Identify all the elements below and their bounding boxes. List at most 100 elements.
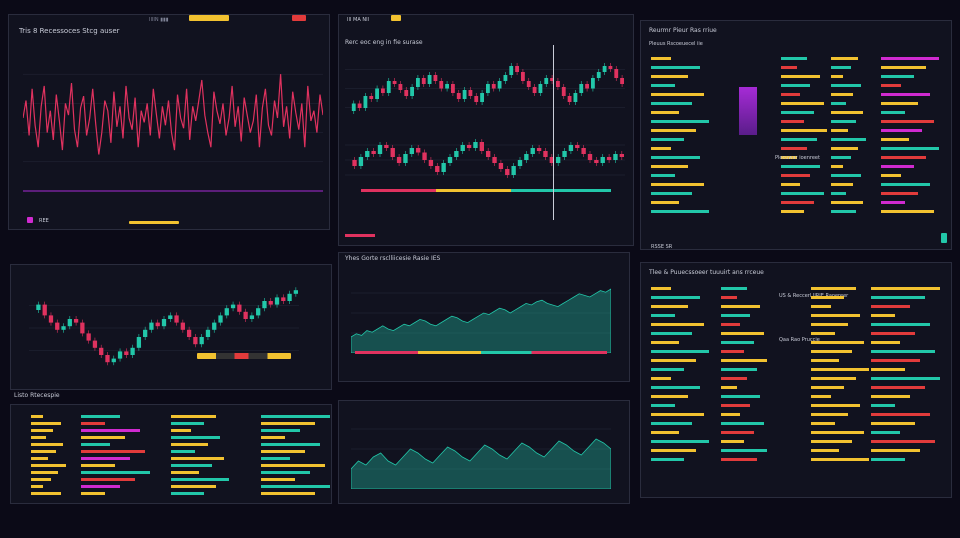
- controls-yellow[interactable]: [197, 353, 291, 359]
- crosshair[interactable]: [553, 45, 554, 220]
- row-cell: [31, 415, 43, 418]
- candle: [174, 315, 179, 323]
- row-cell: [871, 386, 925, 389]
- candle: [237, 304, 242, 312]
- candle: [441, 163, 446, 172]
- row-cell: [781, 165, 821, 168]
- panel-title: Tlee & Puuecssoeer tuuuirt ans rrceue: [649, 269, 764, 276]
- candle: [591, 78, 595, 89]
- row-cell: [881, 156, 926, 159]
- candle: [262, 301, 267, 309]
- candle: [371, 151, 376, 154]
- candle: [579, 84, 584, 93]
- row-cell: [651, 84, 676, 87]
- row-cell: [261, 443, 320, 446]
- candle: [42, 304, 47, 316]
- panel-heatlist: [10, 404, 332, 504]
- row-cell: [781, 102, 824, 105]
- candle: [421, 78, 426, 84]
- series-area: [351, 288, 611, 353]
- row-cell: [721, 440, 744, 443]
- footer-tag: [129, 221, 179, 224]
- status-tag-red: [292, 15, 306, 21]
- candle: [381, 88, 385, 93]
- row-cell: [781, 192, 824, 195]
- row-cell: [871, 305, 910, 308]
- candle: [456, 93, 461, 99]
- row-cell: [811, 341, 865, 344]
- candle: [515, 66, 519, 72]
- row-cell: [811, 359, 840, 362]
- candle: [117, 351, 123, 359]
- candle: [567, 96, 572, 102]
- candle: [479, 142, 484, 151]
- row-cell: [871, 404, 895, 407]
- row-cell: [721, 323, 741, 326]
- row-cell: [781, 210, 804, 213]
- row-cell: [811, 323, 848, 326]
- candle: [212, 322, 217, 330]
- candle: [462, 90, 467, 99]
- candle: [498, 163, 504, 169]
- row-cell: [831, 66, 851, 69]
- candle: [509, 66, 514, 75]
- row-cell: [651, 386, 701, 389]
- footer-label: RSSE SR: [651, 244, 673, 250]
- candle: [556, 157, 561, 163]
- row-cell: [721, 458, 757, 461]
- candle: [606, 157, 612, 160]
- row-cell: [831, 57, 858, 60]
- candle: [511, 166, 516, 175]
- candle: [573, 93, 578, 102]
- row-cell: [871, 413, 930, 416]
- candle: [454, 151, 459, 157]
- candle: [199, 337, 204, 345]
- section-label: Qaa Rao Pruccie: [779, 337, 820, 343]
- row-cell: [721, 332, 764, 335]
- row-cell: [881, 66, 926, 69]
- row-cell: [651, 174, 676, 177]
- candle: [503, 75, 508, 81]
- row-cell: [831, 138, 866, 141]
- row-cell: [651, 431, 680, 434]
- row-cell: [721, 305, 761, 308]
- row-cell: [261, 429, 300, 432]
- candle-chart: [29, 287, 299, 366]
- row-cell: [881, 165, 914, 168]
- row-cell: [881, 75, 914, 78]
- row-cell: [721, 359, 767, 362]
- candle: [403, 154, 408, 163]
- row-cell: [81, 471, 150, 474]
- row-cell: [651, 57, 671, 60]
- candle: [524, 154, 529, 160]
- row-cell: [831, 84, 861, 87]
- row-cell: [651, 93, 705, 96]
- candle: [55, 322, 60, 330]
- panel-subtitle: Pleuus Rscoeuecel iie: [649, 41, 703, 47]
- status-tag: [941, 233, 947, 243]
- candle: [486, 84, 490, 93]
- section-label: Plecuwar ioenreet: [775, 155, 820, 161]
- candle: [447, 157, 453, 163]
- row-cell: [31, 443, 63, 446]
- toolbar[interactable]: III MA NII: [347, 17, 370, 23]
- row-cell: [261, 485, 330, 488]
- row-cell: [811, 296, 844, 299]
- row-cell: [831, 111, 863, 114]
- row-cell: [781, 75, 821, 78]
- panel-line-chart: Tris 8 Recessoces Stcg auser IIIIN ▮▮▮ R…: [8, 14, 330, 230]
- row-cell: [881, 210, 935, 213]
- candle: [224, 308, 229, 316]
- row-cell: [811, 305, 831, 308]
- toolbar[interactable]: IIIIN ▮▮▮: [149, 17, 169, 23]
- row-cell: [781, 120, 804, 123]
- row-cell: [811, 314, 861, 317]
- candle: [561, 87, 566, 96]
- candle: [249, 315, 255, 319]
- row-cell: [171, 457, 225, 460]
- row-cell: [651, 296, 701, 299]
- row-cell: [651, 192, 692, 195]
- candle: [363, 96, 368, 108]
- row-cell: [261, 492, 315, 495]
- candle: [205, 329, 211, 337]
